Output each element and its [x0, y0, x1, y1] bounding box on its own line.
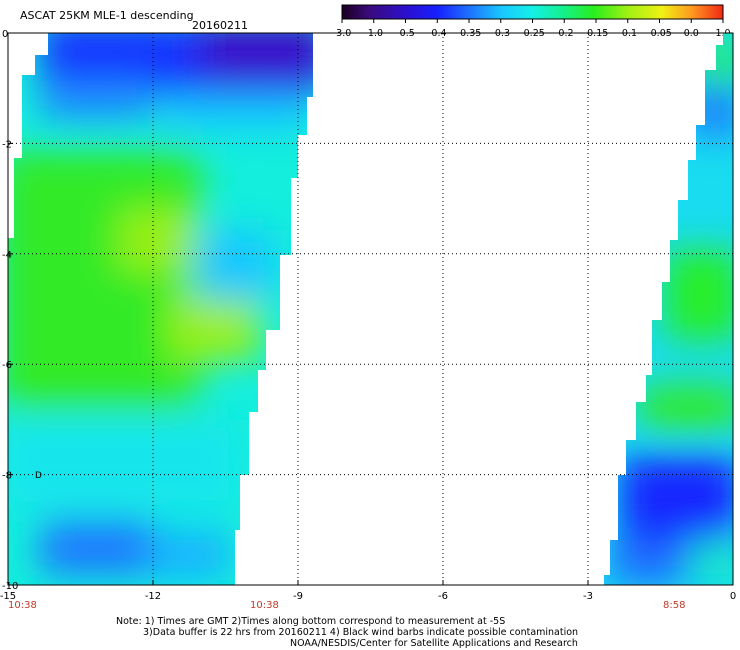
y-tick-label: -4	[2, 250, 12, 261]
note-line-1: Note: 1) Times are GMT 2)Times along bot…	[116, 616, 506, 627]
x-tick-label: 0	[730, 591, 736, 602]
note-line-3: NOAA/NESDIS/Center for Satellite Applica…	[290, 638, 578, 649]
grid-lines	[8, 33, 733, 585]
x-tick-label: -15	[0, 591, 16, 602]
chart-date: 20160211	[192, 19, 248, 32]
y-tick-label: -2	[2, 139, 12, 150]
x-tick-label: -3	[583, 591, 593, 602]
y-tick-label: -6	[2, 360, 12, 371]
x-tick-label: -6	[438, 591, 448, 602]
y-tick-label: -8	[2, 471, 12, 482]
x-tick-label: -9	[293, 591, 303, 602]
wind-barb-marker: D	[35, 471, 42, 481]
time-left-end: 10:38	[250, 600, 279, 611]
plot-frame	[7, 32, 734, 586]
x-tick-label: -12	[145, 591, 161, 602]
time-right-end: 8:58	[663, 600, 686, 611]
y-tick-label: -10	[2, 581, 18, 592]
x-axis: -15 -12 -9 -6 -3 0	[0, 580, 736, 602]
chart-title: ASCAT 25KM MLE-1 descending	[20, 9, 194, 22]
time-left-start: 10:38	[8, 600, 37, 611]
y-tick-label: 0	[2, 29, 8, 40]
note-line-2: 3)Data buffer is 22 hrs from 20160211 4)…	[143, 627, 579, 638]
right-swath	[604, 33, 733, 585]
y-axis: 0 -2 -4 -6 -8 -10	[2, 29, 18, 592]
left-swath	[8, 33, 313, 585]
